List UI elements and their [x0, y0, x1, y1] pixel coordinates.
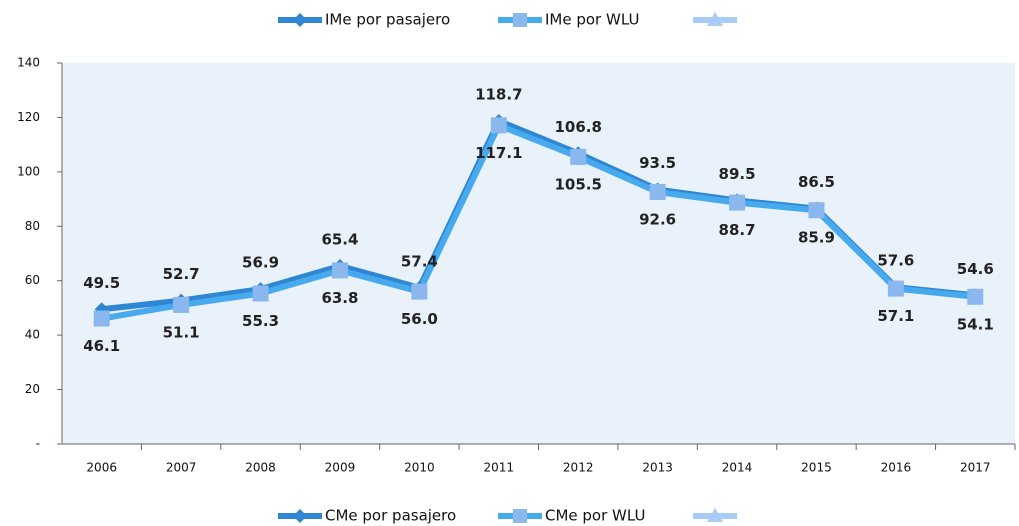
plot-area [62, 63, 1015, 444]
x-tick-label: 2014 [722, 461, 753, 475]
y-tick-label: 80 [25, 219, 40, 233]
data-label: 55.3 [242, 312, 279, 330]
data-label: 106.8 [554, 118, 601, 136]
legend-label: IMe por pasajero [325, 11, 450, 29]
marker [808, 202, 825, 219]
y-tick-label: 40 [25, 328, 40, 342]
marker [252, 285, 269, 302]
x-tick-label: 2007 [166, 461, 197, 475]
marker [331, 262, 348, 279]
x-tick-label: 2008 [245, 461, 276, 475]
y-tick-label: 60 [25, 273, 40, 287]
data-label: 56.9 [242, 254, 279, 272]
y-tick-label: 20 [25, 382, 40, 396]
marker [293, 509, 307, 523]
x-tick-label: 2010 [404, 461, 435, 475]
y-tick-label: 100 [17, 164, 40, 178]
marker [93, 310, 110, 327]
data-label: 54.6 [957, 260, 994, 278]
data-label: 52.7 [163, 265, 200, 283]
data-label: 54.1 [957, 315, 994, 333]
data-label: 63.8 [321, 289, 358, 307]
marker [887, 280, 904, 297]
data-label: 57.6 [877, 252, 914, 270]
x-tick-label: 2016 [881, 461, 912, 475]
y-tick-label: - [36, 437, 40, 451]
y-tick-label: 140 [17, 56, 40, 70]
legend-label: IMe por WLU [545, 11, 639, 29]
x-tick-label: 2006 [86, 461, 117, 475]
marker [513, 13, 527, 27]
x-tick-label: 2013 [642, 461, 673, 475]
x-tick-label: 2011 [484, 461, 515, 475]
marker [173, 296, 190, 313]
data-label: 51.1 [163, 323, 200, 341]
y-tick-label: 120 [17, 110, 40, 124]
data-label: 46.1 [83, 337, 120, 355]
data-label: 49.5 [83, 274, 120, 292]
legend-label: CMe por pasajero [325, 507, 456, 525]
marker [513, 509, 527, 523]
legend-label: CMe por WLU [545, 507, 645, 525]
data-label: 56.0 [401, 310, 438, 328]
data-label: 86.5 [798, 173, 835, 191]
marker [293, 13, 307, 27]
data-label: 117.1 [475, 144, 522, 162]
x-tick-label: 2017 [960, 461, 991, 475]
data-label: 88.7 [719, 221, 756, 239]
legend-extra [693, 12, 737, 522]
data-label: 65.4 [321, 231, 358, 249]
data-label: 118.7 [475, 85, 522, 103]
marker [411, 283, 428, 300]
data-label: 89.5 [719, 165, 756, 183]
x-tick-label: 2015 [801, 461, 832, 475]
marker [649, 183, 666, 200]
data-label: 105.5 [554, 175, 601, 193]
x-tick-label: 2009 [325, 461, 356, 475]
marker [729, 194, 746, 211]
data-label: 85.9 [798, 229, 835, 247]
marker [490, 117, 507, 134]
x-tick-label: 2012 [563, 461, 594, 475]
data-label: 57.1 [877, 307, 914, 325]
data-label: 57.4 [401, 252, 438, 270]
data-label: 92.6 [639, 210, 676, 228]
marker [570, 148, 587, 165]
marker [967, 288, 984, 305]
data-label: 93.5 [639, 154, 676, 172]
line [101, 122, 976, 322]
